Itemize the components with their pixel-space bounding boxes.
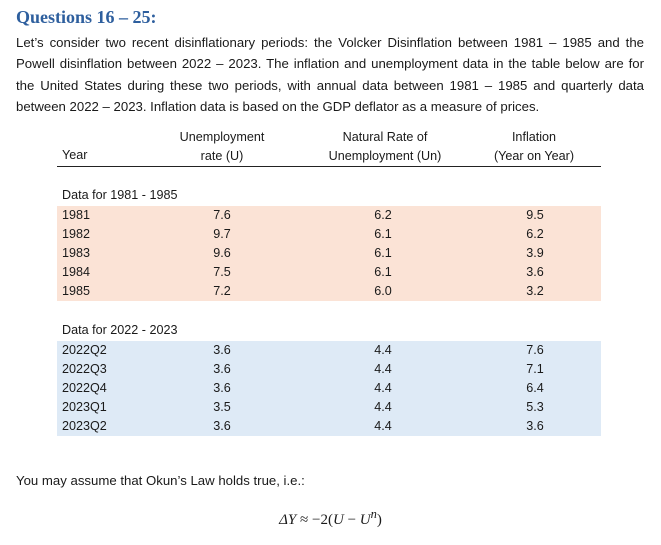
header-inflation-line1: Inflation	[511, 130, 557, 144]
cell-year: 1985	[62, 284, 91, 298]
cell-inflation: 3.6	[526, 419, 544, 433]
cell-natural-rate: 4.4	[374, 381, 392, 395]
header-unemployment-line1: Unemployment	[179, 130, 265, 144]
header-natural-rate-line2: Unemployment (Un)	[328, 149, 442, 163]
formula-un: U	[359, 512, 371, 528]
cell-natural-rate: 6.1	[374, 265, 392, 279]
cell-inflation: 9.5	[526, 208, 544, 222]
header-year: Year	[62, 148, 88, 162]
cell-inflation: 7.1	[526, 362, 544, 376]
intro-paragraph: Let’s consider two recent disinflationar…	[16, 35, 644, 115]
table-row: 2023Q2 3.6 4.4 3.6	[57, 417, 601, 436]
cell-unemployment: 7.5	[213, 265, 231, 279]
cell-year: 2023Q1	[62, 400, 107, 414]
cell-year: 2023Q2	[62, 419, 107, 433]
cell-natural-rate: 6.0	[374, 284, 392, 298]
cell-inflation: 3.9	[526, 246, 544, 260]
cell-year: 1984	[62, 265, 91, 279]
cell-year: 2022Q2	[62, 343, 107, 357]
cell-natural-rate: 6.1	[374, 227, 392, 241]
cell-inflation: 6.4	[526, 381, 544, 395]
table-row: 1985 7.2 6.0 3.2	[57, 282, 601, 301]
cell-unemployment: 3.6	[213, 362, 231, 376]
cell-unemployment: 3.6	[213, 381, 231, 395]
band-1981-1985	[57, 206, 601, 301]
table-row: 1984 7.5 6.1 3.6	[57, 263, 601, 282]
cell-inflation: 6.2	[526, 227, 544, 241]
cell-unemployment: 3.6	[213, 419, 231, 433]
cell-year: 1982	[62, 227, 91, 241]
cell-unemployment: 3.6	[213, 343, 231, 357]
table-row: 2023Q1 3.5 4.4 5.3	[57, 398, 601, 417]
cell-year: 2022Q3	[62, 362, 107, 376]
cell-year: 2022Q4	[62, 381, 107, 395]
band-2022-2023	[57, 341, 601, 436]
cell-unemployment: 7.6	[213, 208, 231, 222]
formula-delta-y: ΔY	[279, 512, 297, 528]
group-label-1981-1985: Data for 1981 - 1985	[62, 188, 178, 202]
table-row: 2022Q4 3.6 4.4 6.4	[57, 379, 601, 398]
cell-inflation: 3.6	[526, 265, 544, 279]
table-row: 2022Q2 3.6 4.4 7.6	[57, 341, 601, 360]
table-row: 2022Q3 3.6 4.4 7.1	[57, 360, 601, 379]
cell-natural-rate: 4.4	[374, 400, 392, 414]
group-label-2022-2023: Data for 2022 - 2023	[62, 323, 178, 337]
cell-inflation: 5.3	[526, 400, 544, 414]
formula-un-superscript: n	[370, 507, 377, 521]
page-title: Questions 16 – 25:	[16, 7, 157, 27]
formula-approx: ≈ −2(	[296, 512, 333, 528]
table-row: 1983 9.6 6.1 3.9	[57, 244, 601, 263]
cell-natural-rate: 4.4	[374, 419, 392, 433]
cell-inflation: 7.6	[526, 343, 544, 357]
header-rule	[57, 166, 601, 167]
cell-year: 1983	[62, 246, 91, 260]
cell-unemployment: 7.2	[213, 284, 231, 298]
cell-unemployment: 9.7	[213, 227, 231, 241]
cell-unemployment: 9.6	[213, 246, 231, 260]
formula-minus: −	[343, 512, 360, 528]
cell-natural-rate: 4.4	[374, 362, 392, 376]
header-inflation-line2: (Year on Year)	[493, 149, 575, 163]
header-unemployment-line2: rate (U)	[200, 149, 244, 163]
formula-close: )	[376, 512, 382, 528]
cell-natural-rate: 6.2	[374, 208, 392, 222]
cell-unemployment: 3.5	[213, 400, 231, 414]
okuns-law-note: You may assume that Okun’s Law holds tru…	[16, 473, 305, 488]
cell-year: 1981	[62, 208, 91, 222]
cell-inflation: 3.2	[526, 284, 544, 298]
table-row: 1981 7.6 6.2 9.5	[57, 206, 601, 225]
okuns-law-formula: ΔY ≈ −2(U − Un)	[0, 507, 661, 529]
formula-u: U	[332, 512, 344, 528]
cell-natural-rate: 6.1	[374, 246, 392, 260]
cell-natural-rate: 4.4	[374, 343, 392, 357]
header-natural-rate-line1: Natural Rate of	[342, 130, 428, 144]
table-row: 1982 9.7 6.1 6.2	[57, 225, 601, 244]
